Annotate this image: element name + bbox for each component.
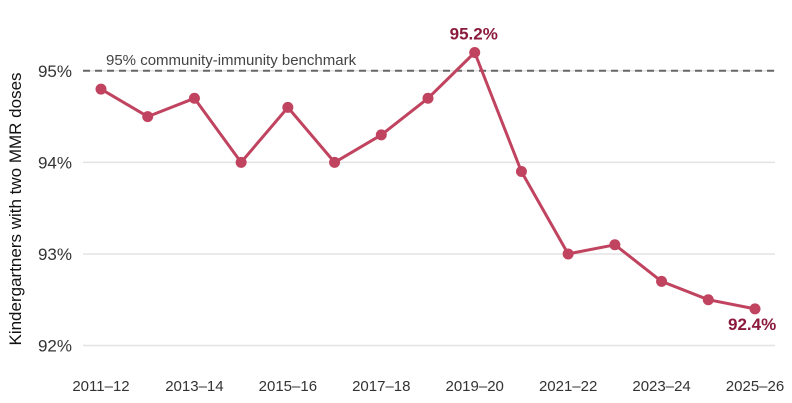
x-tick-label: 2017–18	[352, 378, 410, 395]
data-point	[329, 156, 341, 168]
x-tick-label: 2011–12	[72, 378, 129, 395]
data-point	[702, 294, 714, 306]
y-tick-label: 92%	[38, 337, 72, 356]
y-tick-label: 95%	[38, 62, 72, 81]
gridlines	[83, 70, 775, 347]
data-point	[142, 111, 154, 123]
data-point	[656, 275, 668, 287]
x-tick-label: 2025–26	[726, 378, 784, 395]
data-point	[375, 129, 387, 141]
benchmark: 95% community-immunity benchmark	[83, 52, 775, 72]
data-point	[422, 92, 434, 104]
series-line	[99, 51, 757, 311]
x-tick-label: 2015–16	[259, 378, 317, 395]
data-point	[562, 248, 574, 260]
annotations: 95.2% 92.4%	[450, 24, 777, 333]
x-tick-label: 2013–14	[165, 378, 223, 395]
y-axis-label: Kindergartners with two MMR doses	[6, 72, 25, 345]
x-tick-label: 2021–22	[539, 378, 597, 395]
data-point	[235, 156, 247, 168]
data-point	[749, 303, 761, 315]
x-tick-labels: 2011–12 2013–14 2015–16 2017–18 2019–20 2021–…	[72, 378, 784, 395]
data-point	[95, 83, 107, 95]
data-points	[95, 46, 761, 315]
data-point	[188, 92, 200, 104]
y-tick-label: 93%	[38, 245, 72, 264]
data-point	[515, 166, 527, 178]
data-point	[609, 239, 621, 251]
data-point	[469, 46, 481, 58]
data-point	[282, 101, 294, 113]
y-tick-label: 94%	[38, 153, 72, 172]
benchmark-label: 95% community-immunity benchmark	[106, 52, 357, 69]
y-tick-labels: 92% 93% 94% 95%	[38, 62, 72, 356]
x-tick-label: 2023–24	[632, 378, 690, 395]
x-tick-label: 2019–20	[446, 378, 504, 395]
value-annotation: 95.2%	[450, 24, 498, 43]
value-annotation: 92.4%	[728, 315, 776, 334]
